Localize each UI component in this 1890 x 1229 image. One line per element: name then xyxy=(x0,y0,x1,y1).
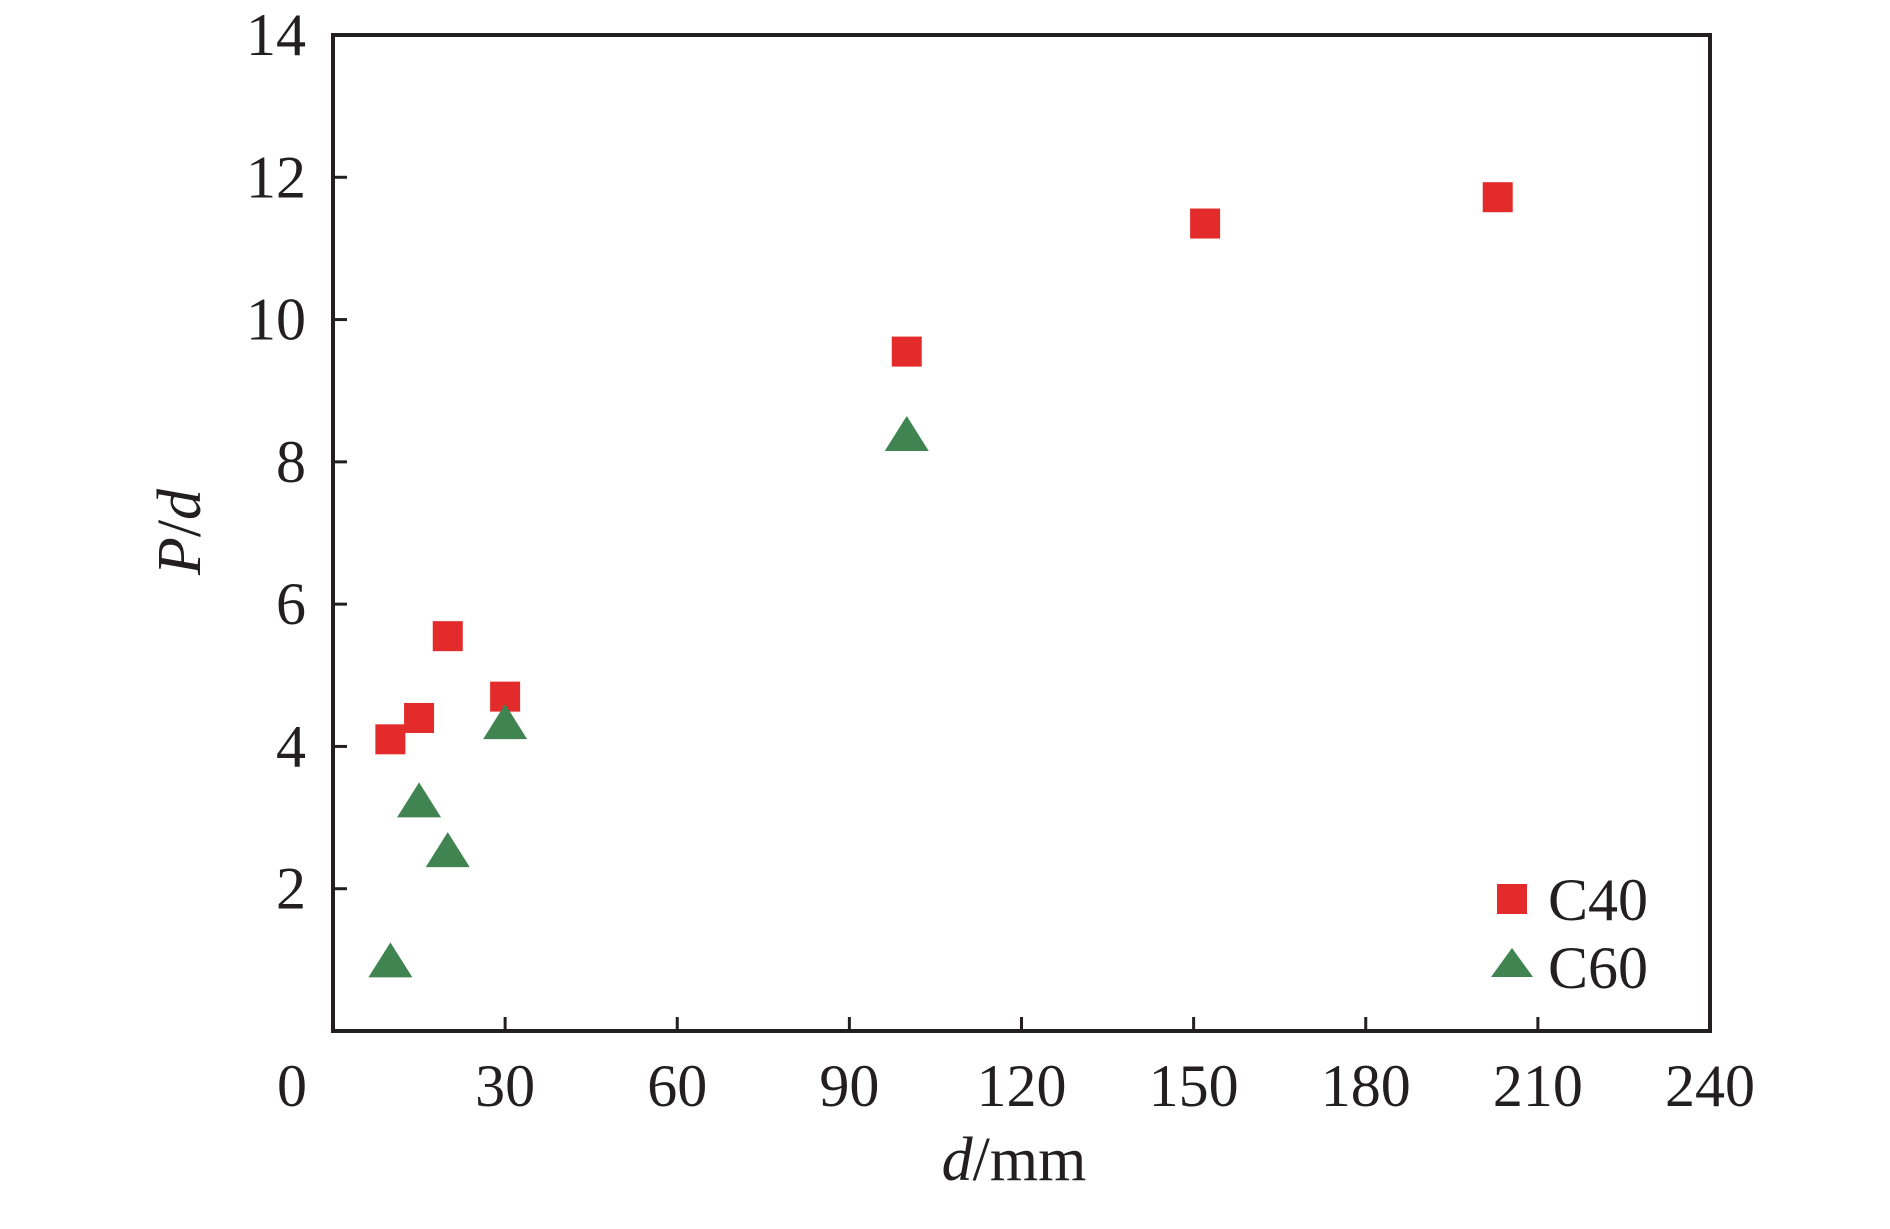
x-tick-label: 90 xyxy=(819,1053,879,1119)
y-tick-label: 8 xyxy=(276,429,306,495)
point-c40 xyxy=(375,724,406,755)
y-tick-label: 2 xyxy=(276,856,306,922)
y-tick-label: 4 xyxy=(276,713,306,779)
legend-c60-marker xyxy=(1491,948,1533,977)
y-tick-label: 14 xyxy=(246,2,306,68)
point-c40 xyxy=(432,621,463,652)
point-c40 xyxy=(404,702,435,733)
x-tick-label: 120 xyxy=(977,1053,1067,1119)
point-c40 xyxy=(891,336,922,367)
y-tick-label: 6 xyxy=(276,571,306,637)
x-tick-label: 0 xyxy=(277,1053,307,1119)
x-axis-title-unit: /mm xyxy=(973,1126,1087,1194)
point-c60 xyxy=(425,832,470,868)
legend: C40 C60 xyxy=(1491,867,1648,1001)
y-axis-title-denominator: d xyxy=(146,488,214,520)
x-tick-label: 210 xyxy=(1493,1053,1583,1119)
x-tick-label: 240 xyxy=(1665,1053,1755,1119)
y-axis-ticks: 2 4 6 8 10 12 14 xyxy=(246,2,347,922)
data-points xyxy=(368,182,1513,978)
x-axis-title: d/mm xyxy=(942,1126,1087,1194)
legend-c40-marker xyxy=(1497,884,1527,914)
y-tick-label: 12 xyxy=(246,144,306,210)
x-axis-title-variable: d xyxy=(942,1126,974,1194)
x-axis-ticks: 0 30 60 90 120 150 180 210 240 xyxy=(277,1017,1755,1119)
point-c40 xyxy=(1482,182,1513,213)
x-tick-label: 60 xyxy=(647,1053,707,1119)
legend-c40-label: C40 xyxy=(1548,867,1648,933)
point-c60 xyxy=(397,782,442,818)
legend-c60-label: C60 xyxy=(1548,935,1648,1001)
x-tick-label: 180 xyxy=(1321,1053,1411,1119)
y-tick-label: 10 xyxy=(246,287,306,353)
y-axis-title-numerator: P xyxy=(146,537,214,576)
point-c60 xyxy=(884,415,929,451)
x-tick-label: 30 xyxy=(475,1053,535,1119)
y-axis-title: P/d xyxy=(146,488,214,576)
x-tick-label: 150 xyxy=(1149,1053,1239,1119)
point-c40 xyxy=(1190,208,1221,239)
point-c60 xyxy=(483,704,528,740)
y-axis-title-separator: / xyxy=(146,519,214,537)
point-c60 xyxy=(368,942,413,978)
